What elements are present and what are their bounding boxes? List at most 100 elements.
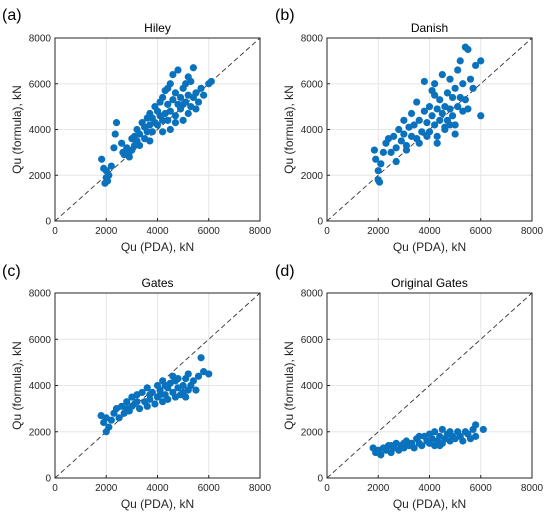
panel-2-data-point <box>441 125 449 134</box>
panel-2-data-point <box>425 103 434 111</box>
panel-2-data-point <box>451 130 459 138</box>
panel-2-data-point <box>431 121 439 129</box>
panel-3-y-tick-label: 4000 <box>29 381 52 392</box>
panel-4-x-tick-label: 0 <box>324 483 330 494</box>
panel-2-data-point <box>387 148 395 156</box>
panel-3-x-tick-label: 2000 <box>95 483 118 494</box>
panel-3-data-point <box>164 395 172 403</box>
panel-4-data-point <box>387 442 395 450</box>
panel-2-x-axis-label: Qu (PDA), kN <box>393 240 466 254</box>
panel-1-data-point <box>135 130 144 138</box>
panel-2-data-point <box>433 105 441 113</box>
panel-4-y-tick-label: 6000 <box>301 335 324 346</box>
panel-3-data-point <box>156 391 164 399</box>
panel-4-title: Original Gates <box>391 276 468 290</box>
panel-1-data-point <box>98 155 106 163</box>
panel-2-data-point <box>469 84 477 92</box>
panel-2-data-point <box>377 160 385 168</box>
panel-2-data-point <box>433 132 441 140</box>
panel-4-reference-line <box>326 292 533 479</box>
panel-4-data-point <box>472 421 480 429</box>
panel-2-y-axis-label: Qu (formula), kN <box>282 85 296 174</box>
panel-2-data-point <box>372 155 380 163</box>
panel-1-data-point <box>143 128 151 136</box>
panel-2-data-point <box>423 132 431 140</box>
panel-2-data-point <box>477 57 485 65</box>
panel-2-data-point <box>397 137 405 145</box>
panel-2-data-point <box>370 146 379 154</box>
panel-3-data-point <box>194 372 203 380</box>
panel-1-data-point <box>200 91 208 99</box>
panel-1-data-point <box>169 96 177 104</box>
panel-2-data-point <box>375 178 384 186</box>
panel-1-data-point <box>164 100 172 108</box>
panel-2-letter: (b) <box>275 7 295 24</box>
panel-3-data-point <box>107 416 115 424</box>
panel-2-data-point <box>407 109 416 118</box>
panel-2-data-point <box>454 66 462 74</box>
panel-2-data-point <box>461 96 469 104</box>
panel-1-data-point <box>112 119 121 127</box>
panel-2-data-point <box>420 77 428 86</box>
panel-1-x-tick-label: 4000 <box>146 226 169 237</box>
panel-1-data-point <box>107 162 115 170</box>
panel-1-data-point <box>164 116 172 124</box>
panel-4-y-axis-label: Qu (formula), kN <box>282 341 296 430</box>
panel-2-data-point <box>395 125 403 134</box>
panel-2-data-point <box>400 116 408 124</box>
panel-2-y-tick-label: 6000 <box>301 79 324 90</box>
panel-1-data-point <box>148 128 156 136</box>
panel-1-y-tick-label: 0 <box>45 217 51 228</box>
panel-2-data-point <box>418 128 426 136</box>
panel-1-data-point <box>159 116 167 124</box>
panel-4-data-point <box>479 425 487 434</box>
panel-1-y-tick-label: 8000 <box>29 34 52 45</box>
panel-1-data-point <box>111 130 119 138</box>
panel-2-data-point <box>451 84 459 92</box>
panel-1-data-point <box>153 121 162 129</box>
panel-3-data-point <box>192 386 200 394</box>
panel-3-data-point <box>123 398 131 406</box>
panel-3-y-tick-label: 0 <box>45 474 51 485</box>
panel-2-data-point <box>436 96 444 104</box>
panel-1-y-tick-label: 2000 <box>29 171 52 182</box>
panel-3-data-point <box>143 384 151 392</box>
panel-1-data-point <box>159 93 167 102</box>
panel-1-data-point <box>184 73 192 81</box>
panel-2-y-tick-label: 4000 <box>301 125 324 136</box>
panel-1-data-point <box>105 171 113 179</box>
panel-2-y-tick-label: 0 <box>317 217 323 228</box>
panel-1-data-point <box>194 98 203 106</box>
panel-2-data-point <box>446 105 454 113</box>
panel-1-data-point <box>171 112 180 120</box>
panel-1-title: Hiley <box>144 21 171 35</box>
panel-1-data-point <box>207 77 215 86</box>
panel-2-data-point <box>464 45 472 54</box>
panel-2-data-point <box>464 105 472 113</box>
panel-3-data-point <box>123 405 131 413</box>
panel-2-data-point <box>443 89 452 97</box>
panel-2-data-point <box>466 75 475 83</box>
panel-2-data-point <box>472 61 480 70</box>
panel-1-data-point <box>118 139 126 147</box>
panel-4-data-point <box>400 439 408 447</box>
panel-1-reference-line <box>54 37 261 222</box>
panel-4-data-point <box>418 442 426 450</box>
panel-3-data-point <box>115 414 123 422</box>
panel-3-data-point <box>143 402 151 410</box>
panel-1-data-point <box>169 71 177 79</box>
panel-4-data-point <box>472 432 480 440</box>
panel-1-letter: (a) <box>2 7 22 24</box>
panel-4-data-point <box>410 444 418 452</box>
panel-1-data-point <box>166 107 174 115</box>
panel-4-x-tick-label: 6000 <box>470 483 493 494</box>
panel-1-data-point <box>179 100 187 108</box>
panel-3-data-point <box>135 405 144 413</box>
panel-4-y-tick-label: 8000 <box>301 289 324 300</box>
panel-2-data-point <box>423 119 431 127</box>
panel-3-data-point <box>138 388 146 397</box>
panel-1-data-point <box>171 119 180 127</box>
panel-1-data-point <box>166 125 174 134</box>
panel-3-letter: (c) <box>2 263 21 280</box>
